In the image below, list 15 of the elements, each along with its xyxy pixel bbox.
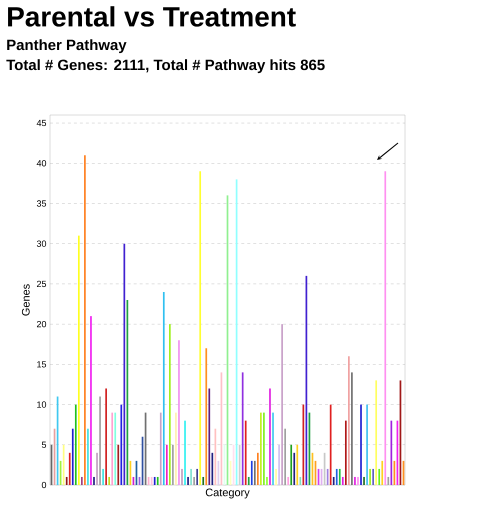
- y-tick-label: 40: [36, 160, 46, 166]
- x-axis-title: Category: [206, 488, 250, 498]
- y-axis-title: Genes: [22, 284, 30, 316]
- y-tick-label: 15: [37, 361, 46, 368]
- y-tick-label: 10: [37, 401, 46, 408]
- chart-title: Parental vs Treatment: [8, 6, 296, 27]
- y-tick-label: 0: [42, 482, 46, 488]
- y-tick-label: 5: [42, 442, 46, 448]
- text: Total # Genes: 2111, Total # Pathway hits 865: [6, 59, 325, 74]
- y-tick-label: 25: [36, 280, 46, 288]
- y-tick-label: 45: [36, 120, 46, 126]
- y-tick-label: 35: [36, 200, 46, 207]
- y-tick-label: 20: [36, 320, 46, 328]
- y-tick-label: 30: [36, 240, 46, 247]
- chart-subtitle: Panther Pathway: [7, 39, 127, 54]
